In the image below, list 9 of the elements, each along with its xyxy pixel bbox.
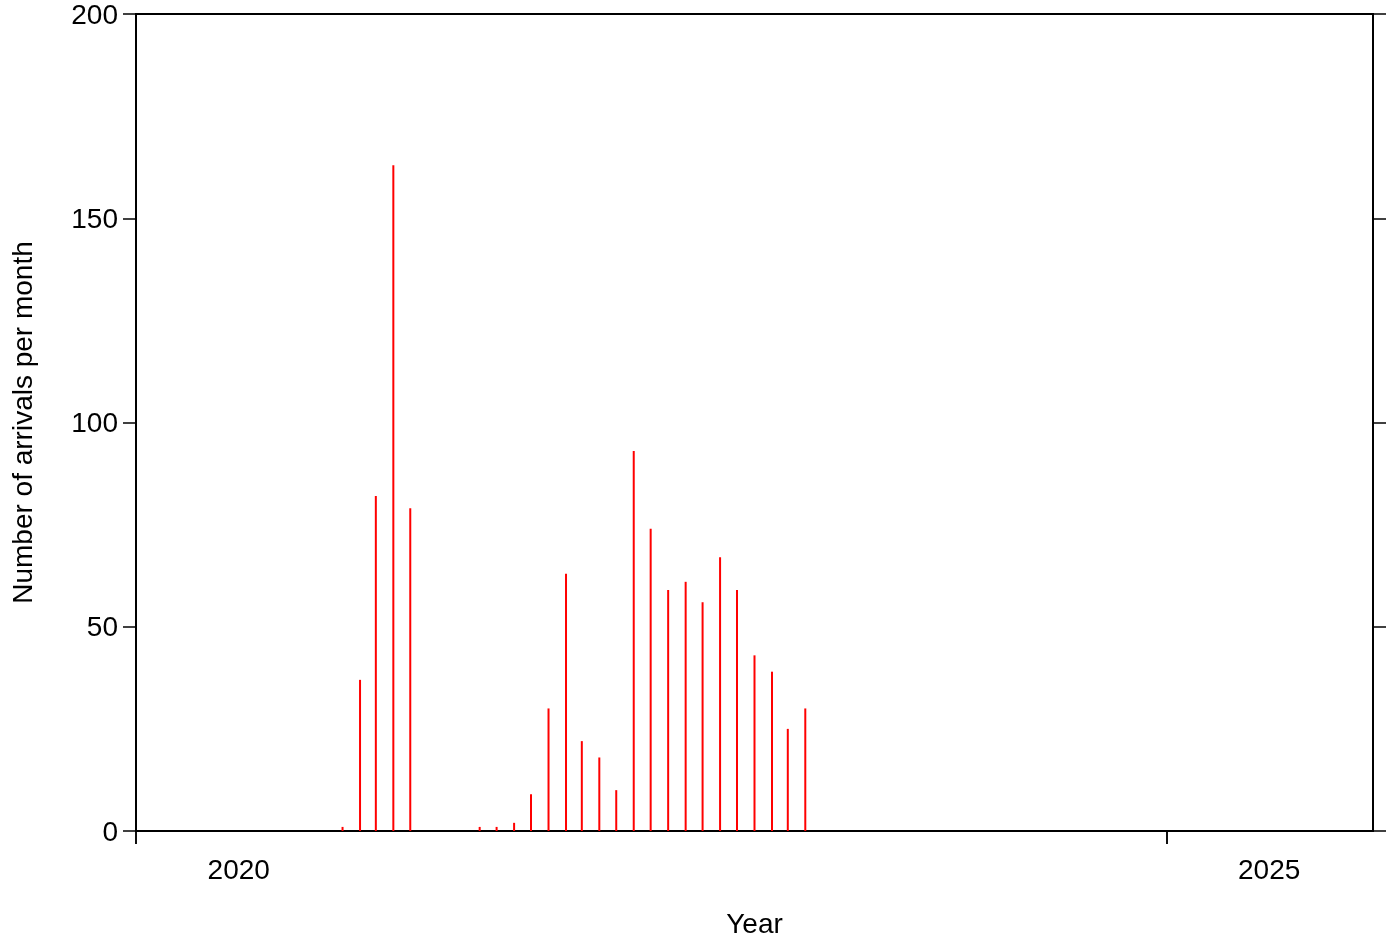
x-tick-label: 2020 <box>207 853 270 885</box>
y-tick-label: 200 <box>71 0 118 30</box>
y-tick-label: 50 <box>86 611 118 643</box>
y-tick-label: 150 <box>71 202 118 234</box>
y-tick-label: 0 <box>102 815 118 847</box>
y-axis-title: Number of arrivals per month <box>6 241 38 604</box>
x-tick-label: 2025 <box>1238 853 1301 885</box>
x-axis-title: Year <box>726 907 783 939</box>
y-tick-label: 100 <box>71 407 118 438</box>
